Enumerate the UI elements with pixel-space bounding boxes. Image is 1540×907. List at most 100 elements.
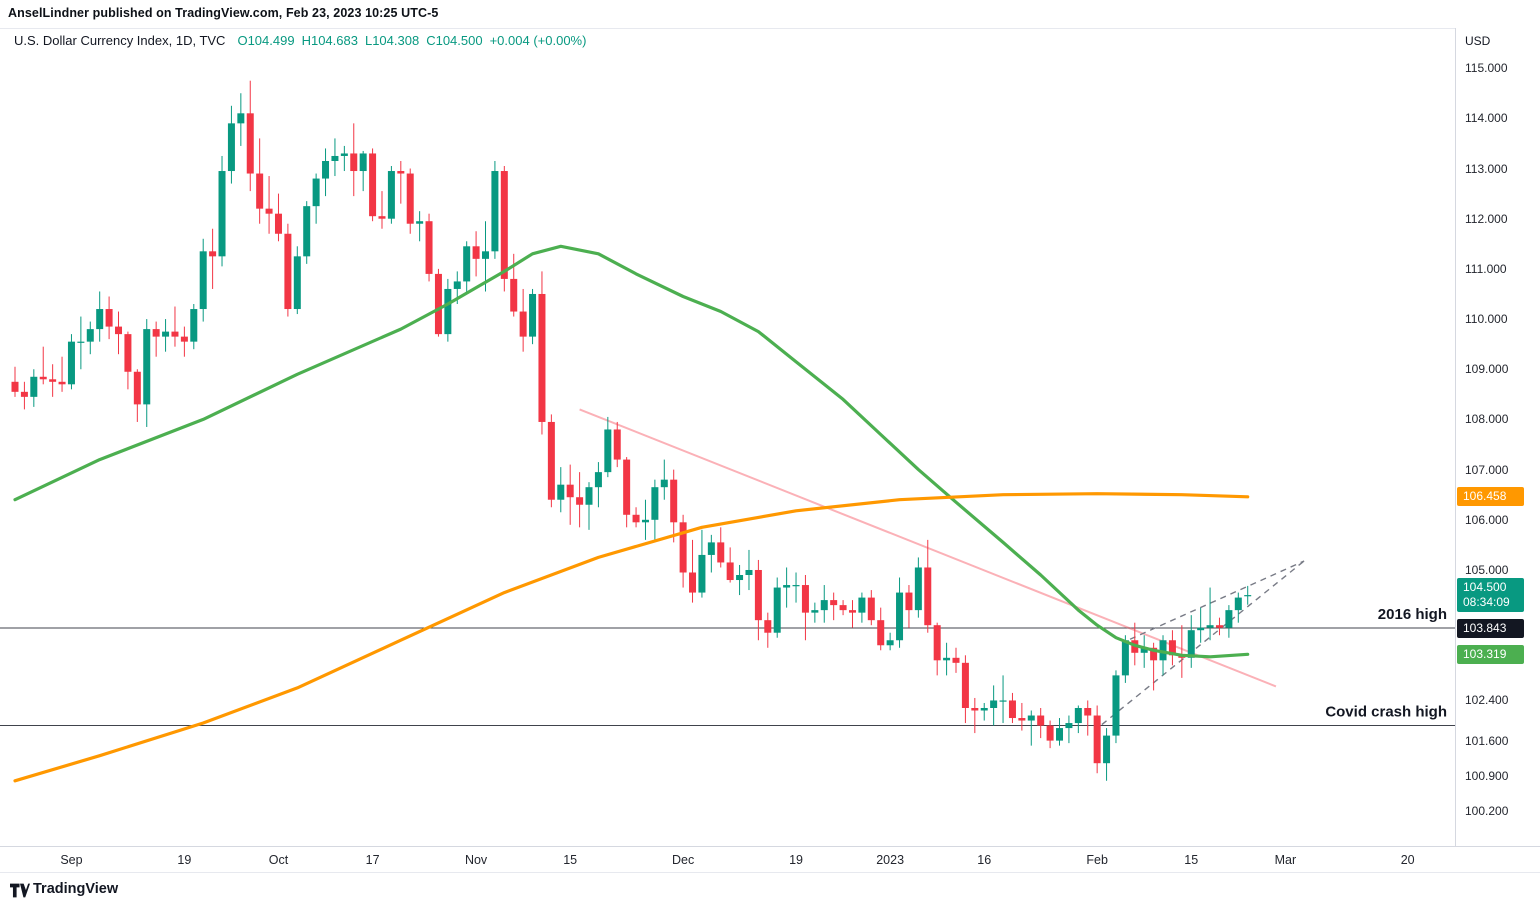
candle-body	[39, 376, 47, 380]
price-axis-label: 101.600	[1465, 733, 1509, 748]
candle-body	[980, 707, 988, 711]
candle-body	[754, 569, 762, 621]
price-axis-label: 106.000	[1465, 512, 1509, 527]
candle-body	[115, 326, 123, 335]
candle-body	[133, 371, 141, 405]
candle-body	[1159, 640, 1167, 661]
price-axis-label: 100.200	[1465, 803, 1509, 818]
candle-body	[246, 113, 254, 174]
time-axis[interactable]: Sep 19 Oct 17 Nov 15 Dec 19 2023 16 Feb 15 Mar 20	[0, 846, 1540, 873]
candle-body	[811, 610, 819, 613]
price-axis-label: 114.000	[1465, 111, 1508, 126]
candle-body	[1093, 715, 1101, 764]
candle-body	[359, 153, 367, 172]
candle-body	[1215, 625, 1223, 628]
footer-bar: TradingView	[0, 872, 1540, 907]
candle-body	[886, 640, 894, 646]
candle-body	[1018, 718, 1026, 721]
candle-body	[1084, 707, 1092, 716]
candle-body	[1244, 595, 1252, 597]
candle-body	[1234, 597, 1242, 611]
candle-body	[1168, 640, 1176, 656]
candle-body	[463, 246, 471, 282]
dashed-wedge-drawing[interactable]	[1101, 560, 1305, 726]
price-axis-label: 108.000	[1465, 412, 1509, 427]
candle-body	[971, 707, 979, 711]
hline-label: 2016 high	[1378, 606, 1447, 623]
chart-legend[interactable]: U.S. Dollar Currency Index, 1D, TVC O104.…	[14, 33, 593, 48]
candle-body	[453, 281, 461, 289]
candle-body	[1150, 647, 1158, 661]
candle-body	[830, 600, 838, 606]
candle-body	[397, 171, 405, 174]
symbol-title[interactable]: U.S. Dollar Currency Index, 1D, TVC	[14, 33, 226, 48]
candle-body	[387, 171, 395, 219]
chart-pane[interactable]: 2016 high Covid crash high	[0, 28, 1455, 846]
candle-body	[1065, 723, 1073, 729]
time-axis-label: 19	[789, 853, 803, 867]
candle-body	[444, 288, 452, 335]
price-axis-label: 112.000	[1465, 211, 1508, 226]
candle-body	[11, 381, 19, 392]
candle-body	[322, 160, 330, 179]
time-axis-label: Sep	[60, 853, 83, 867]
open-value: 104.499	[247, 33, 295, 48]
candle-body	[707, 542, 715, 555]
open-label: O	[237, 33, 248, 48]
tradingview-logo-icon[interactable]	[10, 883, 30, 898]
candle-body	[566, 484, 574, 498]
candle-body	[77, 341, 85, 343]
candle-body	[896, 592, 904, 641]
candle-body	[914, 567, 922, 611]
candle-body	[482, 251, 489, 259]
price-axis-label: 102.400	[1465, 693, 1509, 708]
candle-body	[820, 600, 828, 611]
change-value: +0.004 (+0.00%)	[489, 33, 587, 48]
candle-body	[924, 567, 932, 626]
candle-body	[1037, 715, 1045, 726]
price-axis-label: 115.000	[1465, 61, 1508, 76]
candle-body	[425, 221, 433, 274]
wedge-line[interactable]	[1129, 560, 1305, 640]
candle-body	[209, 251, 217, 257]
candle-body	[961, 662, 969, 708]
close-label: C	[426, 33, 436, 48]
candle-body	[557, 484, 565, 500]
candle-body	[594, 472, 602, 488]
time-axis-label: 20	[1400, 853, 1415, 867]
candle-body	[679, 522, 687, 573]
low-label: L	[364, 33, 373, 48]
candle-body	[265, 208, 273, 214]
time-axis-label: Dec	[671, 853, 695, 867]
candle-body	[613, 429, 621, 460]
time-axis-label: 17	[365, 853, 380, 867]
candle-body	[632, 514, 640, 523]
candle-body	[623, 459, 631, 515]
candle-body	[180, 336, 188, 342]
ma-orange-price: 106.458	[1457, 487, 1524, 507]
price-axis[interactable]: USD 115.000 114.000 113.000 112.000 111.000 1…	[1455, 28, 1540, 846]
candle-body	[529, 293, 537, 337]
horizontal-line-drawings[interactable]: 2016 high Covid crash high	[0, 606, 1455, 727]
candle-body	[933, 625, 941, 661]
candle-body	[284, 233, 292, 310]
candle-body	[538, 293, 546, 422]
candle-body	[999, 700, 1007, 702]
candle-body	[152, 329, 160, 337]
candle-body	[1046, 725, 1054, 741]
candle-body	[491, 171, 499, 252]
tradingview-wordmark[interactable]: TradingView	[33, 881, 119, 897]
candle-body	[416, 221, 424, 224]
candle-body	[105, 309, 113, 327]
candle-body	[1197, 627, 1205, 631]
candle-body	[519, 311, 527, 337]
price-axis-label: 100.900	[1465, 768, 1509, 783]
candle-body	[576, 497, 584, 505]
price-axis-label: 105.000	[1465, 562, 1509, 577]
candle-body	[1225, 610, 1233, 628]
candle-body	[143, 329, 151, 405]
hline-label: Covid crash high	[1325, 704, 1447, 721]
price-axis-label: 109.000	[1465, 362, 1509, 377]
candle-body	[472, 246, 480, 259]
